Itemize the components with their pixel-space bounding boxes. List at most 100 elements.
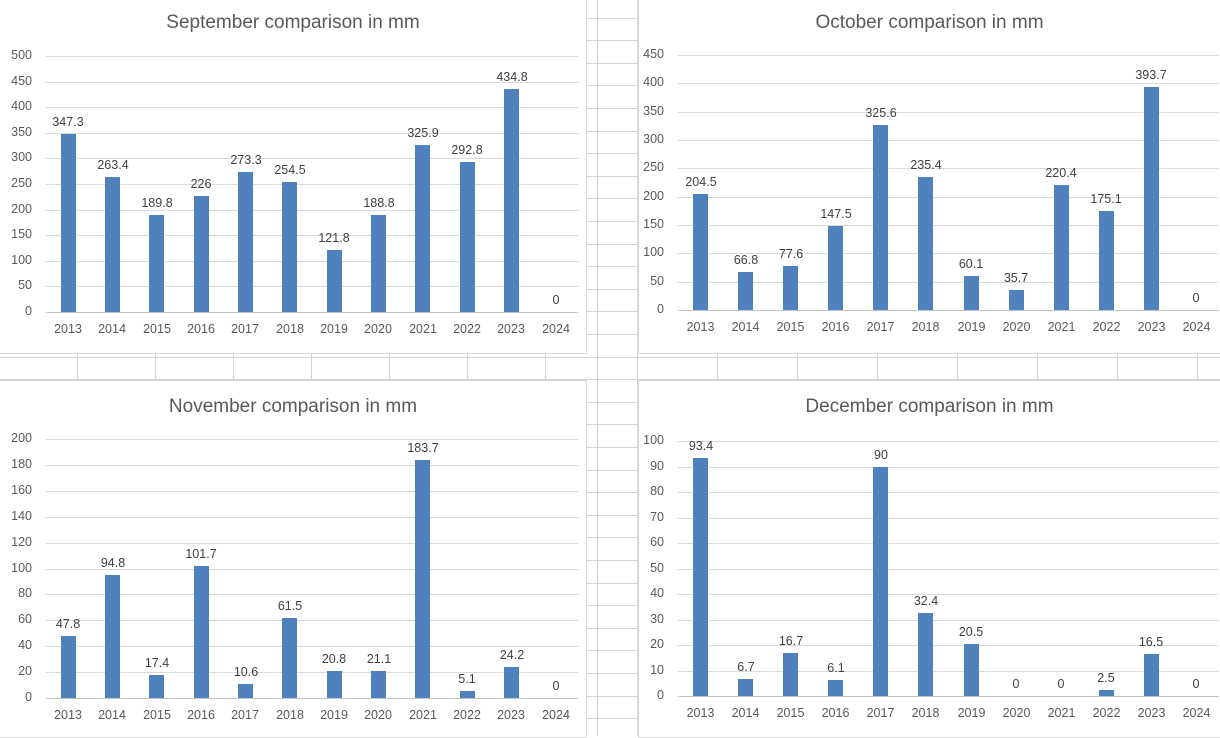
y-gridline bbox=[678, 645, 1219, 646]
data-label-2017: 273.3 bbox=[230, 153, 262, 167]
bar-2021[interactable] bbox=[415, 460, 430, 698]
worksheet-column-line bbox=[957, 0, 958, 736]
bar-2016[interactable] bbox=[828, 680, 843, 696]
worksheet-row-line bbox=[0, 628, 1220, 629]
bar-2015[interactable] bbox=[783, 266, 798, 310]
chart-november[interactable]: November comparison in mm 0 20 40 60 80 100 12… bbox=[0, 380, 587, 738]
worksheet-column-line bbox=[597, 0, 598, 736]
bar-2018[interactable] bbox=[282, 182, 297, 312]
bar-2013[interactable] bbox=[61, 636, 76, 698]
bar-2016[interactable] bbox=[194, 196, 209, 312]
bar-2013[interactable] bbox=[61, 134, 76, 312]
x-axis-tick-label: 2022 bbox=[453, 322, 481, 336]
x-axis-tick-label: 2018 bbox=[911, 706, 940, 720]
plot-area: 0 10 20 30 40 50 60 70 80 90 100 93.4 2013 6.7 2014 16.… bbox=[639, 381, 1220, 737]
bar-2015[interactable] bbox=[149, 215, 164, 312]
bar-2023[interactable] bbox=[1144, 87, 1159, 310]
bar-2023[interactable] bbox=[504, 89, 519, 312]
y-axis-tick-label: 20 bbox=[650, 637, 664, 651]
x-axis-tick-label: 2014 bbox=[98, 708, 126, 722]
data-label-2024: 0 bbox=[1192, 291, 1200, 305]
bar-2015[interactable] bbox=[783, 653, 798, 696]
bar-2013[interactable] bbox=[693, 194, 708, 310]
y-gridline bbox=[678, 518, 1219, 519]
worksheet-column-line bbox=[717, 0, 718, 736]
data-label-2019: 20.8 bbox=[321, 652, 347, 666]
data-label-2024: 0 bbox=[552, 679, 560, 693]
chart-september[interactable]: September comparison in mm 0 50 100 150 200 2… bbox=[0, 0, 587, 354]
bar-2023[interactable] bbox=[1144, 654, 1159, 696]
y-gridline bbox=[46, 594, 578, 595]
bar-2017[interactable] bbox=[238, 172, 253, 312]
y-axis-tick-label: 250 bbox=[643, 160, 664, 174]
bar-2019[interactable] bbox=[327, 250, 342, 312]
x-axis-tick-label: 2016 bbox=[821, 320, 850, 334]
y-gridline bbox=[46, 491, 578, 492]
bar-2014[interactable] bbox=[738, 679, 753, 696]
y-gridline bbox=[46, 133, 578, 134]
worksheet-column-line bbox=[877, 0, 878, 736]
bar-2017[interactable] bbox=[238, 684, 253, 698]
bar-2015[interactable] bbox=[149, 675, 164, 698]
bar-2022[interactable] bbox=[460, 162, 475, 312]
bar-2018[interactable] bbox=[282, 618, 297, 698]
data-label-2023: 16.5 bbox=[1138, 635, 1164, 649]
y-gridline bbox=[46, 261, 578, 262]
y-gridline bbox=[46, 620, 578, 621]
bar-2019[interactable] bbox=[964, 276, 979, 310]
bar-2021[interactable] bbox=[1054, 185, 1069, 310]
bar-2023[interactable] bbox=[504, 667, 519, 698]
bar-2016[interactable] bbox=[194, 566, 209, 698]
data-label-2020: 21.1 bbox=[366, 652, 392, 666]
bar-2018[interactable] bbox=[918, 177, 933, 310]
x-axis-tick-label: 2021 bbox=[409, 322, 437, 336]
bar-2017[interactable] bbox=[873, 125, 888, 310]
bar-2017[interactable] bbox=[873, 467, 888, 696]
data-label-2022: 292.8 bbox=[451, 143, 483, 157]
worksheet-row-line bbox=[0, 447, 1220, 448]
worksheet-row-line bbox=[0, 131, 1220, 132]
data-label-2019: 121.8 bbox=[318, 231, 350, 245]
y-axis-tick-label: 60 bbox=[650, 535, 664, 549]
y-axis-tick-label: 350 bbox=[11, 125, 32, 139]
worksheet-column-line bbox=[389, 0, 390, 736]
x-axis-tick-label: 2015 bbox=[143, 322, 171, 336]
y-axis-tick-label: 140 bbox=[11, 509, 32, 523]
y-axis-tick-label: 80 bbox=[650, 484, 664, 498]
bar-2016[interactable] bbox=[828, 226, 843, 310]
x-axis-tick-label: 2019 bbox=[320, 708, 348, 722]
bar-2020[interactable] bbox=[371, 671, 386, 698]
y-axis-tick-label: 300 bbox=[643, 132, 664, 146]
bar-2014[interactable] bbox=[105, 575, 120, 698]
bar-2014[interactable] bbox=[105, 177, 120, 312]
bar-2022[interactable] bbox=[460, 691, 475, 698]
y-axis-tick-label: 150 bbox=[11, 227, 32, 241]
data-label-2015: 189.8 bbox=[141, 196, 173, 210]
bar-2020[interactable] bbox=[371, 215, 386, 312]
worksheet-column-line bbox=[1037, 0, 1038, 736]
x-axis-tick-label: 2017 bbox=[231, 708, 259, 722]
worksheet-row-line bbox=[0, 605, 1220, 606]
bar-2014[interactable] bbox=[738, 272, 753, 310]
worksheet-column-line bbox=[311, 0, 312, 736]
y-gridline bbox=[46, 184, 578, 185]
data-label-2021: 220.4 bbox=[1045, 166, 1077, 180]
x-axis-tick-label: 2024 bbox=[1182, 320, 1211, 334]
bar-2022[interactable] bbox=[1099, 211, 1114, 310]
y-axis-tick-label: 50 bbox=[650, 274, 664, 288]
bar-2020[interactable] bbox=[1009, 290, 1024, 310]
bar-2019[interactable] bbox=[327, 671, 342, 698]
chart-december[interactable]: December comparison in mm 0 10 20 30 40 50 60 7… bbox=[638, 380, 1220, 738]
chart-october[interactable]: October comparison in mm 0 50 100 150 200 250… bbox=[638, 0, 1220, 354]
bar-2019[interactable] bbox=[964, 644, 979, 696]
x-axis-tick-label: 2024 bbox=[1182, 706, 1211, 720]
bar-2021[interactable] bbox=[415, 145, 430, 312]
bar-2022[interactable] bbox=[1099, 690, 1114, 696]
x-axis-line bbox=[46, 312, 578, 313]
y-gridline bbox=[46, 517, 578, 518]
worksheet-row-line bbox=[0, 718, 1220, 719]
bar-2018[interactable] bbox=[918, 613, 933, 696]
bar-2013[interactable] bbox=[693, 458, 708, 696]
x-axis-tick-label: 2013 bbox=[54, 322, 82, 336]
